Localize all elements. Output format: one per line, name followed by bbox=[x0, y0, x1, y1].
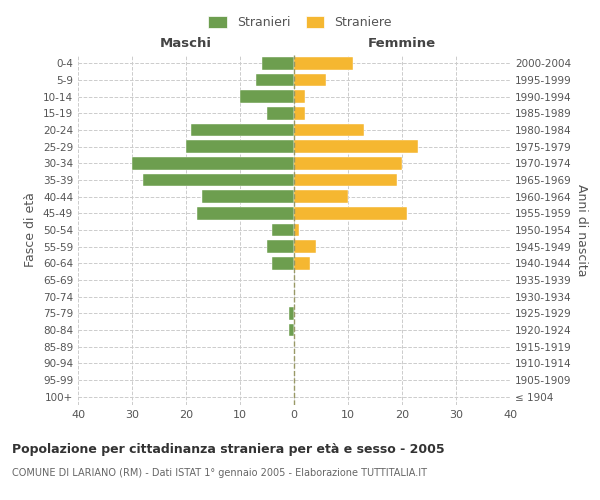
Bar bbox=[294, 207, 407, 220]
Bar bbox=[289, 307, 294, 320]
Bar bbox=[289, 324, 294, 336]
Bar bbox=[294, 240, 316, 253]
Y-axis label: Fasce di età: Fasce di età bbox=[25, 192, 37, 268]
Bar bbox=[294, 224, 299, 236]
Bar bbox=[294, 190, 348, 203]
Bar bbox=[202, 190, 294, 203]
Legend: Stranieri, Straniere: Stranieri, Straniere bbox=[203, 11, 397, 34]
Bar bbox=[143, 174, 294, 186]
Bar bbox=[294, 74, 326, 86]
Bar bbox=[240, 90, 294, 103]
Bar bbox=[272, 224, 294, 236]
Bar bbox=[272, 257, 294, 270]
Bar bbox=[294, 157, 402, 170]
Bar bbox=[294, 90, 305, 103]
Bar bbox=[186, 140, 294, 153]
Bar bbox=[191, 124, 294, 136]
Bar bbox=[294, 174, 397, 186]
Bar bbox=[294, 57, 353, 70]
Bar bbox=[132, 157, 294, 170]
Text: Femmine: Femmine bbox=[368, 37, 436, 50]
Text: Popolazione per cittadinanza straniera per età e sesso - 2005: Popolazione per cittadinanza straniera p… bbox=[12, 442, 445, 456]
Bar bbox=[294, 257, 310, 270]
Bar bbox=[294, 124, 364, 136]
Bar bbox=[267, 240, 294, 253]
Bar bbox=[294, 140, 418, 153]
Y-axis label: Anni di nascita: Anni di nascita bbox=[575, 184, 588, 276]
Text: Maschi: Maschi bbox=[160, 37, 212, 50]
Bar bbox=[197, 207, 294, 220]
Bar bbox=[267, 107, 294, 120]
Bar bbox=[262, 57, 294, 70]
Bar bbox=[294, 107, 305, 120]
Text: COMUNE DI LARIANO (RM) - Dati ISTAT 1° gennaio 2005 - Elaborazione TUTTITALIA.IT: COMUNE DI LARIANO (RM) - Dati ISTAT 1° g… bbox=[12, 468, 427, 478]
Bar bbox=[256, 74, 294, 86]
